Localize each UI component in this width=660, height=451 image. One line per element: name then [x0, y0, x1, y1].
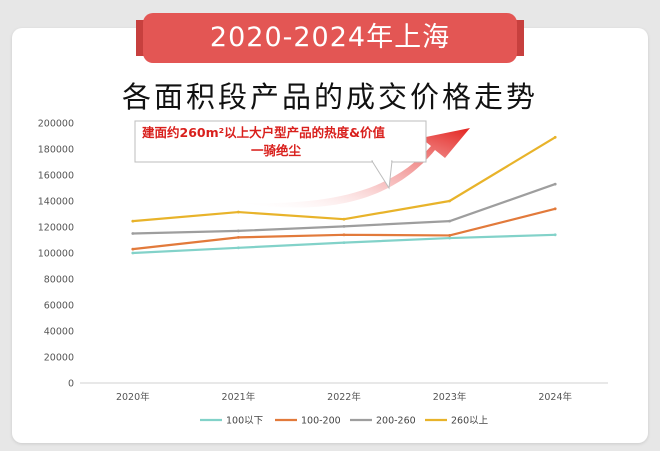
- data-point: [131, 251, 135, 255]
- y-tick-label: 20000: [44, 353, 74, 364]
- data-point: [342, 233, 346, 237]
- legend: 100以下 100-200 200-260 260以上: [200, 416, 489, 427]
- data-point: [448, 199, 451, 203]
- x-tick-label: 2021年: [222, 391, 256, 403]
- chart-subtitle: 各面积段产品的成交价格走势: [121, 80, 538, 114]
- data-point: [237, 236, 240, 239]
- data-point: [131, 247, 135, 251]
- data-point: [131, 219, 135, 223]
- data-point: [448, 219, 451, 223]
- y-tick-label: 160000: [38, 171, 74, 182]
- y-tick-label: 40000: [44, 327, 74, 338]
- y-tick-label: 120000: [38, 223, 74, 234]
- legend-label: 260以上: [451, 416, 489, 427]
- data-point: [237, 210, 240, 214]
- data-point: [553, 182, 557, 186]
- data-point: [553, 233, 557, 237]
- data-point: [342, 217, 346, 221]
- data-point: [553, 207, 557, 211]
- y-tick-label: 80000: [44, 275, 74, 286]
- data-point: [237, 229, 240, 233]
- trend-arrow: [240, 128, 470, 208]
- data-point: [342, 224, 346, 228]
- annotation-box: 建面约260m²以上大户型产品的热度&价值 一骑绝尘: [134, 120, 427, 190]
- annotation-line-1: 建面约260m²以上大户型产品的热度&价值: [142, 125, 385, 140]
- y-tick-label: 60000: [44, 301, 74, 312]
- banner-title: 2020-2024年上海: [143, 13, 517, 63]
- axes: 0 20000 40000 60000 80000 100000 120000 140000 1…: [38, 119, 608, 403]
- data-point: [448, 234, 451, 237]
- data-point: [553, 135, 557, 139]
- x-tick-label: 2022年: [327, 391, 361, 403]
- series-lines: [131, 135, 557, 255]
- legend-label: 200-260: [376, 416, 416, 427]
- y-tick-label: 100000: [38, 249, 74, 260]
- data-point: [342, 241, 346, 245]
- y-tick-label: 140000: [38, 197, 74, 208]
- y-tick-label: 180000: [38, 145, 74, 156]
- legend-label: 100-200: [301, 416, 341, 427]
- x-tick-label: 2020年: [116, 391, 150, 403]
- x-tick-label: 2024年: [538, 391, 572, 403]
- y-tick-label: 0: [68, 379, 74, 390]
- data-point: [448, 236, 451, 240]
- data-point: [237, 246, 240, 250]
- legend-label: 100以下: [226, 416, 263, 427]
- annotation-line-2: 一骑绝尘: [251, 143, 302, 158]
- data-point: [131, 232, 135, 235]
- y-tick-label: 200000: [38, 119, 74, 130]
- x-tick-label: 2023年: [433, 391, 467, 403]
